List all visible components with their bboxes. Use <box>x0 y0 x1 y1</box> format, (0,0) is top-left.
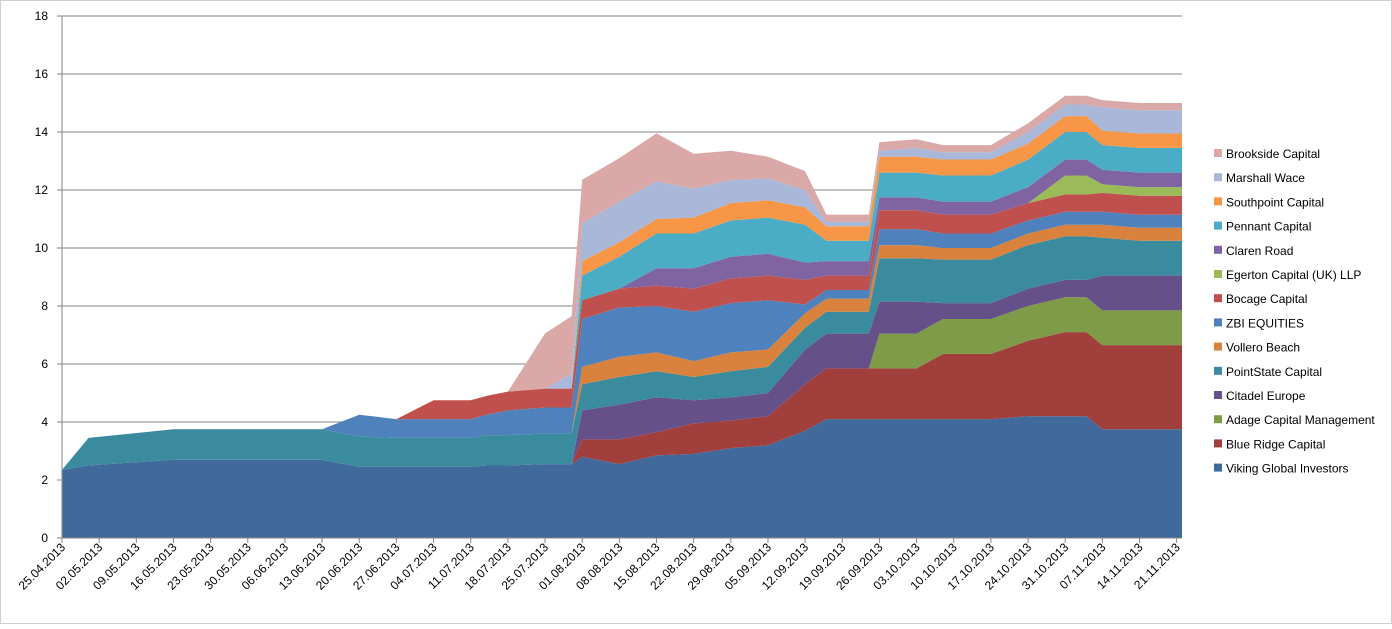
area-series-zbi-equities <box>62 211 1182 470</box>
legend-swatch <box>1214 270 1222 278</box>
legend-label: Pennant Capital <box>1226 220 1311 234</box>
legend-label: Brookside Capital <box>1226 147 1320 161</box>
legend-swatch <box>1214 342 1222 351</box>
legend-swatch <box>1214 318 1222 327</box>
area-series-citadel-europe <box>62 275 1182 470</box>
plot-areas <box>62 95 1182 538</box>
legend-label: Bocage Capital <box>1226 292 1307 306</box>
area-series-blue-ridge-capital <box>62 332 1182 470</box>
legend-swatch <box>1214 149 1222 157</box>
legend-swatch <box>1214 173 1222 182</box>
y-tick-label: 8 <box>41 299 48 313</box>
legend-label: Viking Global Investors <box>1226 462 1349 476</box>
legend-label: Citadel Europe <box>1226 389 1306 403</box>
y-tick-label: 10 <box>35 241 49 255</box>
y-tick-label: 14 <box>35 125 49 139</box>
legend-swatch <box>1214 439 1222 448</box>
legend-label: Claren Road <box>1226 244 1293 258</box>
legend-label: Blue Ridge Capital <box>1226 437 1325 451</box>
legend-swatch <box>1214 294 1222 303</box>
legend-swatch <box>1214 245 1222 254</box>
y-tick-label: 0 <box>41 531 48 545</box>
legend-label: PointState Capital <box>1226 365 1322 379</box>
legend-swatch <box>1214 415 1222 424</box>
legend-label: Southpoint Capital <box>1226 195 1324 209</box>
legend-label: ZBI EQUITIES <box>1226 316 1304 330</box>
area-series-adage-capital-management <box>62 297 1182 470</box>
y-tick-label: 4 <box>41 415 48 429</box>
legend-label: Adage Capital Management <box>1226 413 1375 427</box>
legend: Brookside Capital Marshall Wace Southpoint… <box>1214 147 1375 476</box>
legend-swatch <box>1214 391 1222 399</box>
y-tick-label: 12 <box>35 183 49 197</box>
legend-swatch <box>1214 463 1222 472</box>
area-series-viking-global-investors <box>62 416 1182 538</box>
y-tick-label: 18 <box>35 9 49 23</box>
legend-label: Marshall Wace <box>1226 171 1305 185</box>
y-tick-label: 2 <box>41 473 48 487</box>
y-tick-label: 16 <box>35 67 49 81</box>
legend-label: Vollero Beach <box>1226 341 1300 355</box>
area-series-brookside-capital <box>62 95 1182 470</box>
area-series-pointstate-capital <box>62 236 1182 470</box>
legend-swatch <box>1214 221 1222 230</box>
legend-label: Egerton Capital (UK) LLP <box>1226 268 1361 282</box>
legend-swatch <box>1214 366 1222 375</box>
y-tick-label: 6 <box>41 357 48 371</box>
legend-swatch <box>1214 197 1222 206</box>
